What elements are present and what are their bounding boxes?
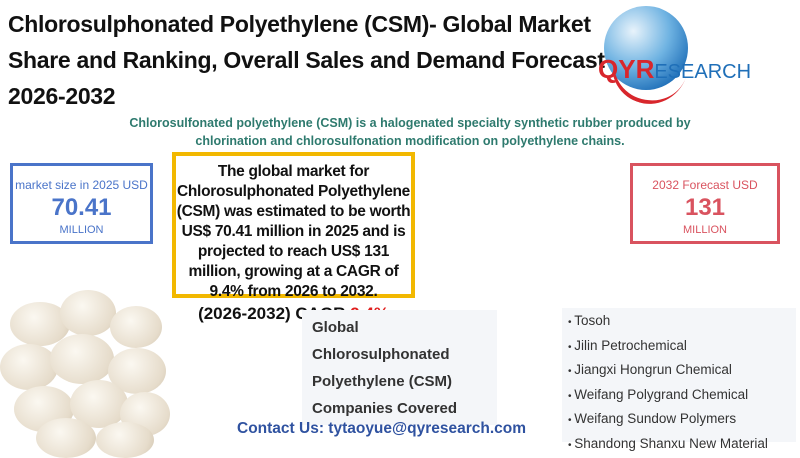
list-item: Weifang Polygrand Chemical (568, 384, 790, 409)
list-item: Jilin Petrochemical (568, 335, 790, 360)
summary-box: The global market for Chlorosulphonated … (172, 152, 415, 323)
subtitle: Chlorosulfonated polyethylene (CSM) is a… (129, 116, 691, 148)
market-size-2025-card: market size in 2025 USD 70.41 MILLION (10, 163, 153, 244)
list-item: Shandong Shanxu New Material (568, 433, 790, 458)
companies-heading: Global Chlorosulphonated Polyethylene (C… (302, 310, 497, 425)
product-pellets-image (0, 282, 170, 458)
stat-unit: MILLION (59, 224, 104, 236)
stat-value: 70.41 (51, 194, 112, 221)
companies-list: Tosoh Jilin Petrochemical Jiangxi Hongru… (562, 308, 796, 451)
list-item: Tosoh (568, 310, 790, 335)
qyresearch-logo: QYRESEARCH (588, 6, 788, 126)
globe-icon (604, 6, 688, 90)
summary-text: The global market for Chlorosulphonated … (176, 163, 411, 300)
stat-label: market size in 2025 USD (15, 178, 148, 192)
list-item: Jiangxi Hongrun Chemical (568, 359, 790, 384)
list-item: Weifang Sundow Polymers (568, 408, 790, 433)
forecast-2032-card: 2032 Forecast USD 131 MILLION (630, 163, 780, 244)
stat-unit: MILLION (682, 224, 727, 236)
stat-value: 131 (684, 194, 726, 221)
page-title: Chlorosulphonated Polyethylene (CSM)- Gl… (8, 11, 605, 109)
stat-label: 2032 Forecast USD (652, 178, 758, 192)
contact-email[interactable]: Contact Us: tytaoyue@qyresearch.com (237, 420, 527, 437)
